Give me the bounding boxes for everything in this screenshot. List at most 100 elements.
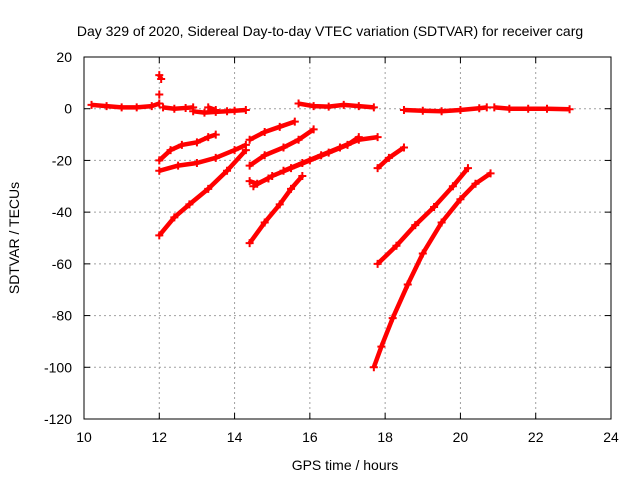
x-tick-label: 20 bbox=[453, 429, 469, 445]
data-point bbox=[117, 103, 126, 112]
data-point bbox=[166, 146, 175, 155]
data-point bbox=[230, 106, 239, 115]
data-point bbox=[177, 140, 186, 149]
data-point bbox=[200, 108, 209, 117]
axes bbox=[83, 56, 612, 420]
data-point bbox=[192, 138, 201, 147]
data-point bbox=[275, 200, 284, 209]
data-point bbox=[204, 133, 213, 142]
series-arc-17 bbox=[373, 143, 408, 173]
data-point bbox=[204, 103, 213, 112]
data-point bbox=[335, 143, 344, 152]
data-point bbox=[211, 106, 220, 115]
data-point bbox=[418, 249, 427, 258]
data-point bbox=[211, 153, 220, 162]
y-tick-label: -20 bbox=[52, 152, 72, 168]
series-arc-21 bbox=[490, 103, 574, 114]
tick-labels: 10 12 14 16 18 20 22 24 -120 -100 -80 -60 -40 -20 0 20 bbox=[44, 49, 619, 445]
data-point bbox=[294, 135, 303, 144]
data-point bbox=[377, 342, 386, 351]
data-point bbox=[211, 130, 220, 139]
data-point bbox=[339, 100, 348, 109]
data-point bbox=[241, 146, 250, 155]
data-point bbox=[155, 156, 164, 165]
data-point bbox=[245, 161, 254, 170]
data-point bbox=[245, 239, 254, 248]
data-point bbox=[490, 103, 499, 112]
series-arc-1 bbox=[87, 99, 164, 112]
data-point bbox=[399, 106, 408, 115]
data-point bbox=[543, 104, 552, 113]
data-point bbox=[430, 202, 439, 211]
series-arc-19 bbox=[369, 169, 495, 372]
grid-lines bbox=[84, 57, 611, 419]
x-tick-label: 24 bbox=[603, 429, 619, 445]
data-point bbox=[157, 74, 166, 83]
data-point bbox=[309, 125, 318, 134]
data-point bbox=[155, 99, 164, 108]
chart-title: Day 329 of 2020, Sidereal Day-to-day VTE… bbox=[77, 23, 583, 39]
data-point bbox=[159, 103, 168, 112]
series-arc-11 bbox=[245, 125, 318, 170]
data-point bbox=[565, 105, 574, 114]
data-point bbox=[475, 104, 484, 113]
data-point bbox=[309, 102, 318, 111]
x-tick-label: 12 bbox=[151, 429, 167, 445]
x-tick-label: 22 bbox=[528, 429, 544, 445]
data-point bbox=[230, 146, 239, 155]
data-point bbox=[260, 127, 269, 136]
data-point bbox=[223, 166, 232, 175]
y-tick-label: -40 bbox=[52, 204, 72, 220]
y-tick-label: 0 bbox=[64, 101, 72, 117]
data-point bbox=[174, 161, 183, 170]
data-point bbox=[369, 363, 378, 372]
data-point bbox=[245, 177, 254, 186]
data-point bbox=[275, 122, 284, 131]
data-point bbox=[437, 218, 446, 227]
data-point bbox=[392, 241, 401, 250]
y-tick-label: 20 bbox=[56, 49, 72, 65]
series-arc-8 bbox=[155, 140, 250, 175]
y-tick-label: -60 bbox=[52, 256, 72, 272]
data-point bbox=[482, 103, 491, 112]
data-point bbox=[456, 195, 465, 204]
data-point bbox=[185, 200, 194, 209]
data-point bbox=[524, 104, 533, 113]
series-arc-15 bbox=[245, 171, 307, 248]
series-arc-7 bbox=[155, 130, 220, 165]
data-point bbox=[181, 103, 190, 112]
series-arc-6 bbox=[204, 103, 220, 115]
data-point bbox=[192, 159, 201, 168]
data-point bbox=[260, 218, 269, 227]
data-point bbox=[260, 151, 269, 160]
data-point bbox=[373, 133, 382, 142]
data-point bbox=[505, 104, 514, 113]
data-point bbox=[170, 104, 179, 113]
x-tick-label: 14 bbox=[227, 429, 243, 445]
data-point bbox=[241, 106, 250, 115]
series-trace bbox=[248, 119, 296, 142]
data-point bbox=[456, 106, 465, 115]
data-point bbox=[403, 280, 412, 289]
data-point bbox=[411, 221, 420, 230]
data-point bbox=[486, 169, 495, 178]
data-point bbox=[245, 135, 254, 144]
data-point bbox=[369, 103, 378, 112]
data-point bbox=[384, 153, 393, 162]
series-arc-20 bbox=[399, 103, 491, 116]
data-point bbox=[155, 231, 164, 240]
data-point bbox=[354, 135, 363, 144]
data-point bbox=[373, 259, 382, 268]
y-axis-label: SDTVAR / TECUs bbox=[6, 182, 22, 294]
data-point bbox=[279, 166, 288, 175]
series-arc-10 bbox=[245, 117, 299, 144]
x-tick-label: 16 bbox=[302, 429, 318, 445]
data-point bbox=[102, 102, 111, 111]
data-point bbox=[290, 117, 299, 126]
data-point bbox=[399, 143, 408, 152]
series-arc-16 bbox=[294, 99, 378, 112]
data-point bbox=[279, 143, 288, 152]
data-point bbox=[87, 100, 96, 109]
